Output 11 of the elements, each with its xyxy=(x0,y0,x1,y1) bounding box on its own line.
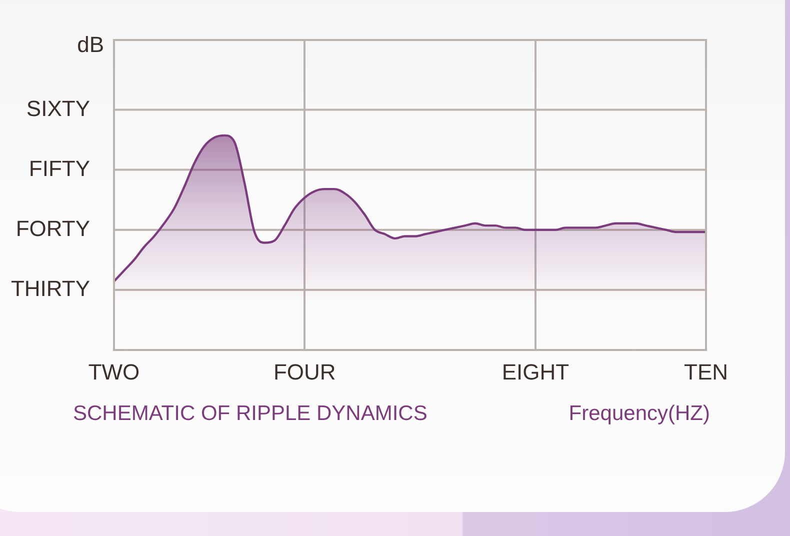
ref-line-label: SIXTY xyxy=(26,96,90,121)
x-tick-label: TEN xyxy=(684,359,728,384)
ref-line-label: FORTY xyxy=(16,216,90,241)
text: SCHEMATIC OF RIPPLE DYNAMICS xyxy=(73,402,428,425)
x-tick-label: EIGHT xyxy=(502,359,570,384)
x-tick-label: TWO xyxy=(88,359,140,384)
x-axis-title: Frequency(HZ) xyxy=(568,402,710,425)
y-axis-title: dB xyxy=(77,32,104,58)
ref-line-label: FIFTY xyxy=(28,156,90,181)
ref-line-label: THIRTY xyxy=(10,276,90,301)
x-tick-label: FOUR xyxy=(273,359,336,384)
